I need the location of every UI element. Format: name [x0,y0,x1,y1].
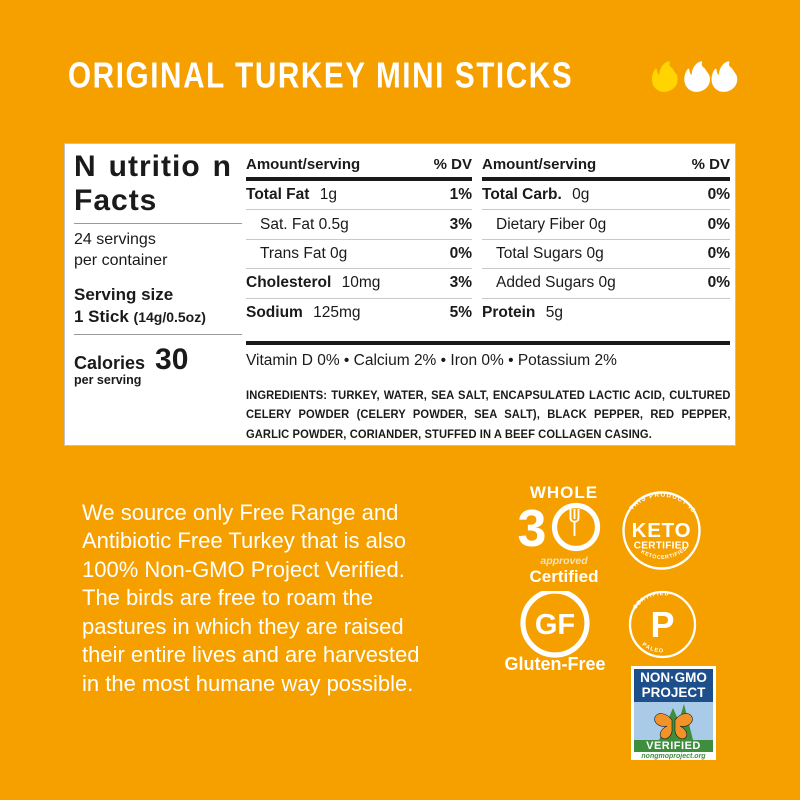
svg-text:GF: GF [535,609,575,641]
svg-text:THIS PRODUCT IS: THIS PRODUCT IS [628,492,697,515]
svg-text:Certified: Certified [530,567,599,584]
svg-text:Gluten-Free: Gluten-Free [505,654,606,674]
svg-text:3: 3 [518,500,547,558]
svg-text:nongmoproject.org: nongmoproject.org [641,753,706,760]
svg-text:VERIFIED: VERIFIED [646,740,701,752]
svg-text:P: P [650,604,674,645]
svg-text:KETO: KETO [632,519,692,542]
svg-text:approved: approved [540,555,588,567]
svg-text:PROJECT: PROJECT [642,685,707,700]
svg-text:NON·GMO: NON·GMO [640,670,707,685]
